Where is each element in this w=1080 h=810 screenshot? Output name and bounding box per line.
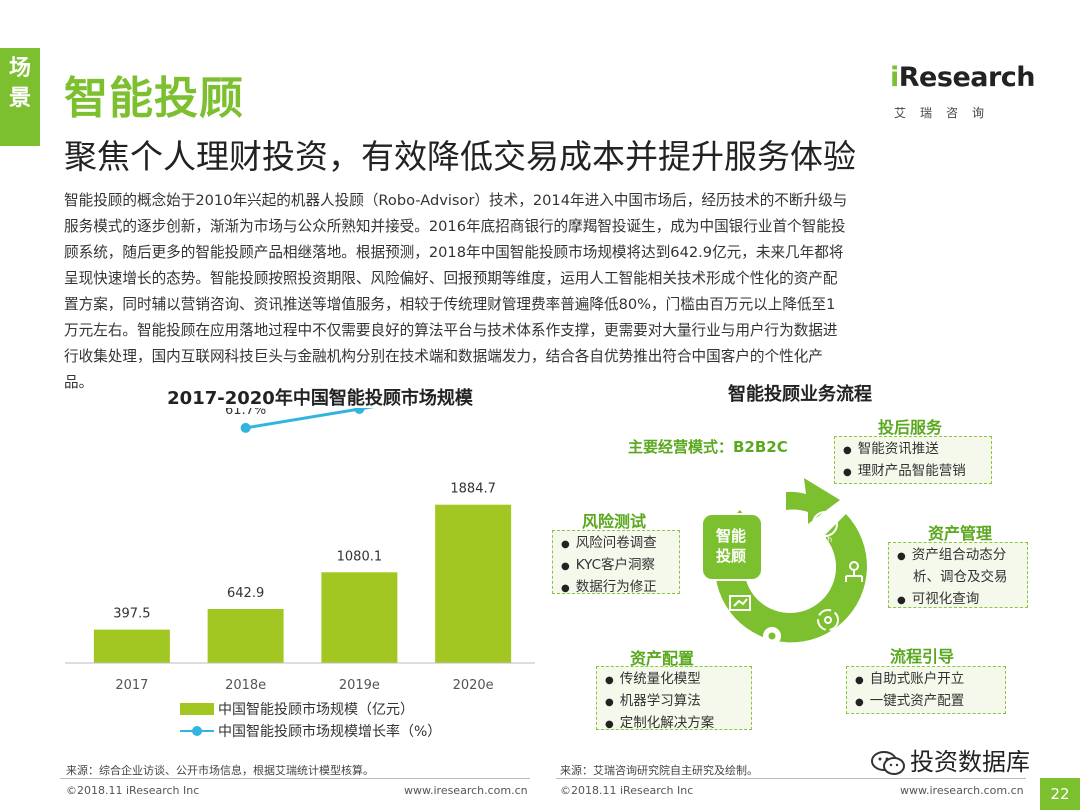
bar-value-label: 642.9 xyxy=(227,586,264,601)
para-line: 置方案，同时辅以营销咨询、资讯推送等增值服务，相较于传统理财管理费率普遍降低80… xyxy=(64,296,836,313)
growth-label: 61.7% xyxy=(225,408,266,418)
after-service-box: 智能资讯推送 理财产品智能营销 xyxy=(834,436,992,484)
copyright-left: ©2018.11 iResearch Inc xyxy=(66,784,200,797)
list-item: 析、调仓及交易 xyxy=(913,569,1008,585)
divider-right xyxy=(556,778,1026,779)
page-subtitle: 聚焦个人理财投资，有效降低交易成本并提升服务体验 xyxy=(64,137,856,176)
page-title: 智能投顾 xyxy=(64,73,244,124)
network-icon xyxy=(845,561,863,582)
x-tick-label: 2017 xyxy=(115,678,148,693)
x-tick-label: 2019e xyxy=(339,678,380,693)
chart-legend: 中国智能投顾市场规模（亿元） 中国智能投顾市场规模增长率（%） xyxy=(180,698,441,742)
source-left: 来源：综合企业访谈、公开市场信息，根据艾瑞统计模型核算。 xyxy=(66,764,374,777)
growth-point xyxy=(354,408,365,414)
asset-alloc-box: 传统量化模型 机器学习算法 定制化解决方案 xyxy=(596,666,752,731)
wechat-icon xyxy=(871,751,905,775)
para-line: 呈现快速增长的态势。智能投顾按照投资期限、风险偏好、回报预期等维度，运用人工智能… xyxy=(64,270,838,287)
iresearch-logo: iResearch 艾瑞咨询 xyxy=(890,62,1036,124)
x-tick-label: 2018e xyxy=(225,678,266,693)
section-tab: 场 景 xyxy=(0,48,40,146)
business-mode: 主要经营模式：B2B2C xyxy=(628,438,788,456)
cycle-arrow-icon xyxy=(786,478,840,524)
list-item: 资产组合动态分 xyxy=(897,545,1019,567)
bar xyxy=(207,608,284,663)
risk-test-title: 风险测试 xyxy=(582,512,647,531)
list-item: 一键式资产配置 xyxy=(855,691,997,713)
monitor-icon xyxy=(729,595,751,611)
market-size-chart: 397.5 2017 642.9 2018e 1080.1 2019e 1884.7 2020… xyxy=(65,408,535,693)
list-item: 智能资讯推送 xyxy=(843,439,983,461)
bar xyxy=(435,504,512,663)
asset-alloc-title: 资产配置 xyxy=(630,649,695,668)
list-item: 自助式账户开立 xyxy=(855,669,997,691)
url-left: www.iresearch.com.cn xyxy=(404,784,528,797)
section-tab-char-1: 场 xyxy=(8,56,31,81)
url-right: www.iresearch.com.cn xyxy=(900,784,1024,797)
legend-item-line: 中国智能投顾市场规模增长率（%） xyxy=(180,720,441,742)
bar xyxy=(321,572,398,663)
process-guide-box: 自助式账户开立 一键式资产配置 xyxy=(846,666,1006,714)
logo-wordmark: iResearch xyxy=(890,62,1036,93)
list-item: 理财产品智能营销 xyxy=(843,461,983,483)
growth-point xyxy=(240,422,251,433)
asset-mgmt-box: 资产组合动态分 析、调仓及交易 可视化查询 xyxy=(888,542,1028,608)
source-right: 来源：艾瑞咨询研究院自主研究及绘制。 xyxy=(560,764,758,777)
para-line: 品。 xyxy=(64,374,94,391)
para-line: 服务模式的逐步创新，渐渐为市场与公众所熟知并接受。2016年底招商银行的摩羯智投… xyxy=(64,218,846,235)
list-item: 可视化查询 xyxy=(897,589,1019,611)
badge-24h: 24h xyxy=(817,535,832,544)
intro-paragraph: 智能投顾的概念始于2010年兴起的机器人投顾（Robo-Advisor）技术，2… xyxy=(64,188,1024,396)
process-guide-title: 流程引导 xyxy=(890,647,955,666)
list-item: 定制化解决方案 xyxy=(605,713,743,735)
sync-icon xyxy=(817,609,839,631)
page-number: 22 xyxy=(1040,778,1080,810)
para-line: 行收集处理，国内互联网科技巨头与金融机构分别在技术端和数据端发力，结合各自优势推… xyxy=(64,348,823,365)
chart-title: 2017-2020年中国智能投顾市场规模 xyxy=(167,388,473,409)
list-item: KYC客户洞察 xyxy=(561,555,671,577)
center-badge xyxy=(701,513,763,581)
para-line: 智能投顾的概念始于2010年兴起的机器人投顾（Robo-Advisor）技术，2… xyxy=(64,192,848,209)
list-item: 传统量化模型 xyxy=(605,669,743,691)
list-item: 机器学习算法 xyxy=(605,691,743,713)
asset-mgmt-title: 资产管理 xyxy=(928,524,993,543)
flow-title: 智能投顾业务流程 xyxy=(728,384,872,405)
section-tab-char-2: 景 xyxy=(8,86,31,111)
risk-test-box: 风险问卷调查 KYC客户洞察 数据行为修正 xyxy=(552,530,680,595)
process-cycle-diagram: 24h xyxy=(701,478,867,645)
para-line: 万元左右。智能投顾在应用落地过程中不仅需要良好的算法平台与技术体系作支撑，更需要… xyxy=(64,322,838,339)
list-item: 数据行为修正 xyxy=(561,577,671,599)
logo-cn: 艾瑞咨询 xyxy=(894,106,999,120)
copyright-right: ©2018.11 iResearch Inc xyxy=(560,784,694,797)
para-line: 顾系统，随后更多的智能投顾产品相继落地。根据预测，2018年中国智能投顾市场规模… xyxy=(64,244,844,261)
list-item: 风险问卷调查 xyxy=(561,533,671,555)
bar-value-label: 1080.1 xyxy=(337,549,383,564)
legend-item-bar: 中国智能投顾市场规模（亿元） xyxy=(180,698,441,720)
x-tick-label: 2020e xyxy=(453,678,494,693)
bar-value-label: 1884.7 xyxy=(450,482,496,497)
divider-left xyxy=(60,778,530,779)
wechat-watermark: 投资数据库 xyxy=(870,742,1030,777)
bar-value-label: 397.5 xyxy=(113,607,150,622)
after-service-title: 投后服务 xyxy=(878,418,943,437)
center-label: 智能 投顾 xyxy=(715,527,746,565)
bar xyxy=(93,629,170,663)
clock-icon xyxy=(812,511,838,537)
